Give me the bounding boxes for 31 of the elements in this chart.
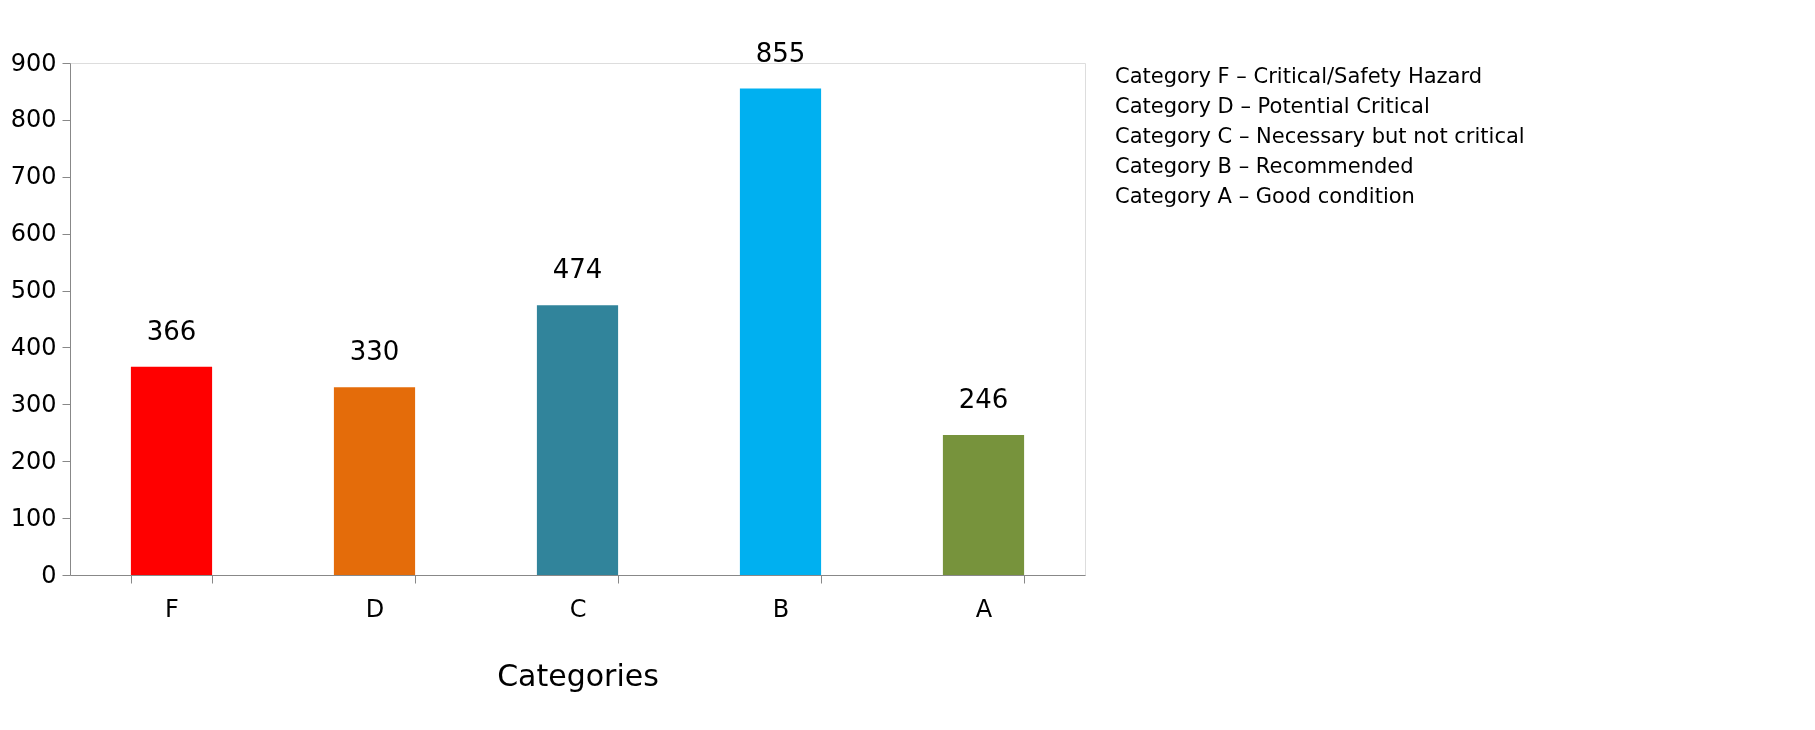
bar	[130, 366, 213, 575]
y-tick-label: 200	[10, 446, 57, 475]
text: Category B – Recommended	[1115, 154, 1414, 178]
y-tick-label: 400	[10, 332, 57, 361]
text: Category D – Potential Critical	[1115, 94, 1430, 118]
y-tick-label: 300	[10, 389, 57, 418]
data-label: 855	[755, 37, 806, 68]
bar	[942, 435, 1025, 575]
text: Category A – Good condition	[1115, 184, 1415, 208]
x-tick-label: F	[165, 594, 179, 623]
bar	[739, 88, 822, 575]
y-tick-label: 800	[10, 105, 57, 134]
y-tick-label: 0	[41, 560, 57, 589]
bar	[333, 387, 416, 575]
y-tick-label: 100	[10, 503, 57, 532]
x-tick-label: A	[975, 594, 993, 623]
data-label: 474	[552, 254, 603, 285]
data-label: 330	[349, 336, 400, 367]
y-tick-label: 700	[10, 162, 57, 191]
x-tick-label: B	[772, 594, 790, 623]
y-tick-label: 500	[10, 276, 57, 305]
x-axis-title: Categories	[497, 657, 659, 693]
x-tick-label: D	[365, 594, 385, 623]
data-label: 366	[146, 315, 197, 346]
data-label: 246	[958, 384, 1009, 415]
text: Category F – Critical/Safety Hazard	[1115, 64, 1483, 88]
y-tick-label: 900	[10, 48, 57, 77]
x-tick-label: C	[569, 594, 587, 623]
bar	[536, 305, 619, 575]
y-tick-label: 600	[10, 219, 57, 248]
text: Category C – Necessary but not critical	[1115, 124, 1525, 148]
